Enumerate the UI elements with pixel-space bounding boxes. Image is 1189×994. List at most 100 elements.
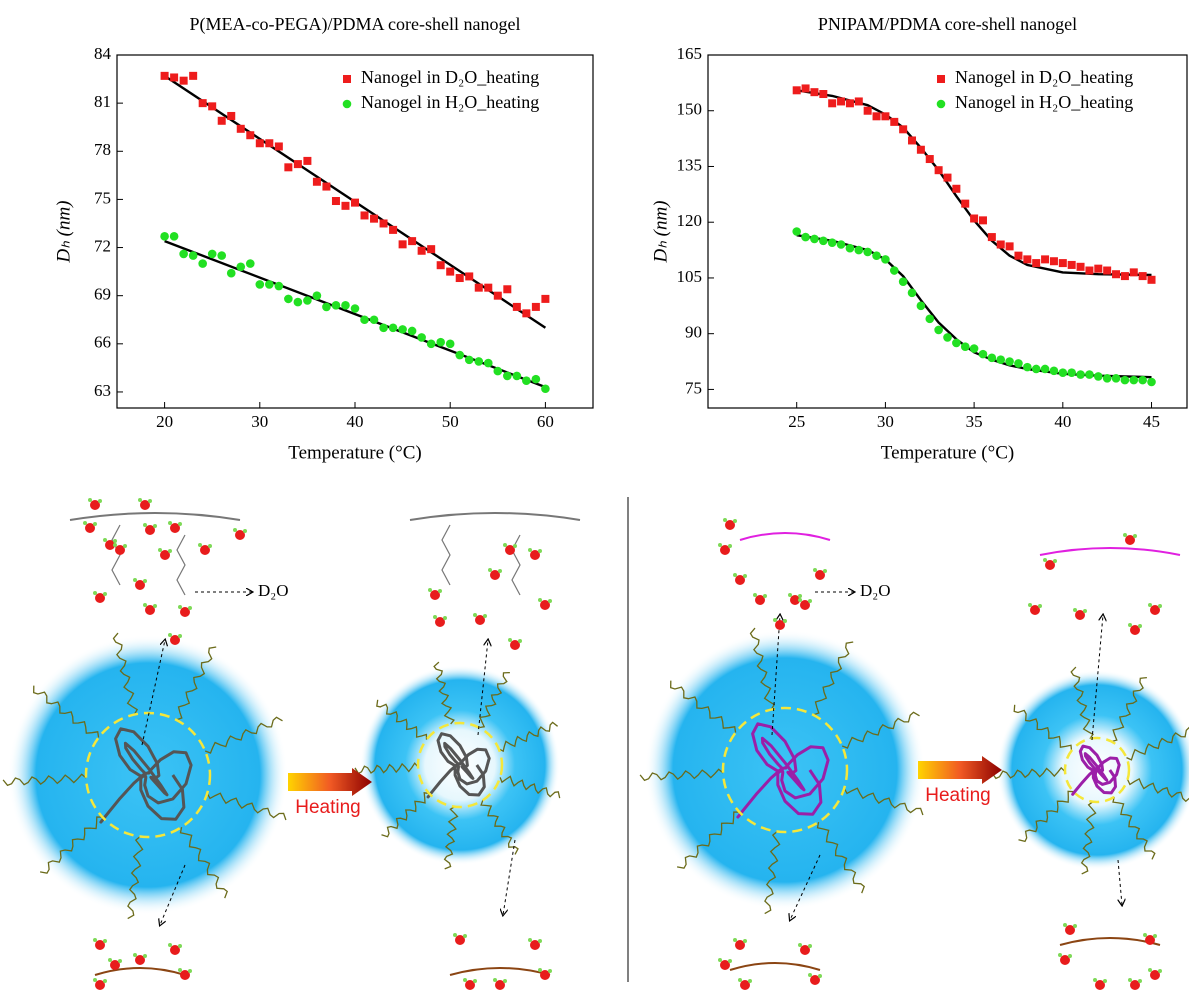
point [322, 182, 331, 191]
water-h [88, 498, 92, 502]
water-h [178, 968, 182, 972]
water-oxygen [135, 580, 145, 590]
point [236, 124, 245, 133]
shell-chain [206, 792, 287, 821]
water-h [503, 979, 507, 983]
water-oxygen [740, 980, 750, 990]
shell-chain [991, 766, 1066, 780]
shell-chain [127, 835, 144, 920]
water-oxygen [725, 520, 735, 530]
point [978, 216, 987, 225]
shell-chain [499, 775, 561, 799]
water-h [733, 938, 737, 942]
water-oxygen [1125, 535, 1135, 545]
water-h [463, 978, 467, 982]
point [1023, 362, 1032, 372]
water-h [808, 973, 812, 977]
x-axis-label: Temperature (°C) [288, 442, 421, 463]
water-h [1063, 923, 1067, 927]
point [1120, 272, 1129, 281]
point [1067, 368, 1076, 378]
point [379, 219, 388, 228]
water-h [1128, 623, 1132, 627]
water-oxygen [800, 600, 810, 610]
water-oxygen [1030, 605, 1040, 615]
point [531, 302, 540, 311]
water-h [528, 548, 532, 552]
point [541, 294, 550, 303]
chart-title: P(MEA-co-PEGA)/PDMA core-shell nanogel [190, 14, 521, 35]
point [217, 116, 226, 125]
water-oxygen [1130, 625, 1140, 635]
water-oxygen [505, 545, 515, 555]
point [417, 333, 426, 342]
water-h [548, 969, 552, 973]
point [934, 166, 943, 175]
water-h [1158, 969, 1162, 973]
water-h [168, 521, 172, 525]
water-h [168, 633, 172, 637]
point [312, 177, 321, 186]
heating-arrow [288, 768, 372, 796]
water-oxygen [510, 640, 520, 650]
point [1014, 251, 1023, 260]
point [255, 139, 264, 148]
point [1102, 373, 1112, 383]
water-h [123, 544, 127, 548]
point [265, 139, 274, 148]
solvent-label: D₂O [258, 581, 288, 600]
point [255, 280, 265, 289]
point [1032, 259, 1041, 268]
point [801, 232, 810, 242]
point [960, 342, 970, 351]
y-tick-label: 69 [94, 285, 111, 304]
water-oxygen [1150, 605, 1160, 615]
point [1076, 262, 1085, 271]
point [1103, 266, 1112, 275]
y-axis-label: Dₕ (nm) [650, 200, 671, 263]
point [474, 283, 483, 292]
water-h [143, 523, 147, 527]
water-h [473, 979, 477, 983]
water-h [113, 539, 117, 543]
legend-label: Nanogel in D₂O_heating [955, 67, 1133, 87]
point [1058, 368, 1068, 378]
shell-chain [443, 806, 459, 870]
water-h [103, 979, 107, 983]
point [1058, 259, 1067, 268]
point [455, 350, 465, 360]
point [388, 323, 398, 333]
water-oxygen [475, 615, 485, 625]
y-tick-label: 75 [94, 188, 111, 207]
chart-title: PNIPAM/PDMA core-shell nanogel [818, 14, 1077, 34]
water-h [503, 543, 507, 547]
core-chain [1071, 744, 1121, 796]
water-oxygen [435, 617, 445, 627]
water-h [538, 598, 542, 602]
water-h [143, 954, 147, 958]
water-h [103, 538, 107, 542]
water-h [728, 959, 732, 963]
water-h [208, 544, 212, 548]
point [925, 314, 935, 324]
shell-chain [1112, 796, 1156, 860]
legend-label: Nanogel in D₂O_heating [361, 67, 539, 87]
point [801, 84, 810, 93]
water-h [1158, 604, 1162, 608]
water-oxygen [800, 945, 810, 955]
x-tick-label: 25 [788, 412, 805, 431]
shell-chain [354, 762, 419, 775]
point [1031, 364, 1041, 374]
shell-chain [1126, 726, 1189, 761]
point [952, 184, 961, 193]
x-tick-label: 60 [537, 412, 554, 431]
legend-marker [937, 75, 945, 83]
water-oxygen [170, 523, 180, 533]
water-h [743, 574, 747, 578]
point [810, 234, 819, 244]
point [1093, 372, 1103, 381]
water-h [508, 638, 512, 642]
y-tick-label: 165 [677, 44, 703, 63]
nanogel [8, 635, 288, 915]
point [863, 247, 872, 257]
